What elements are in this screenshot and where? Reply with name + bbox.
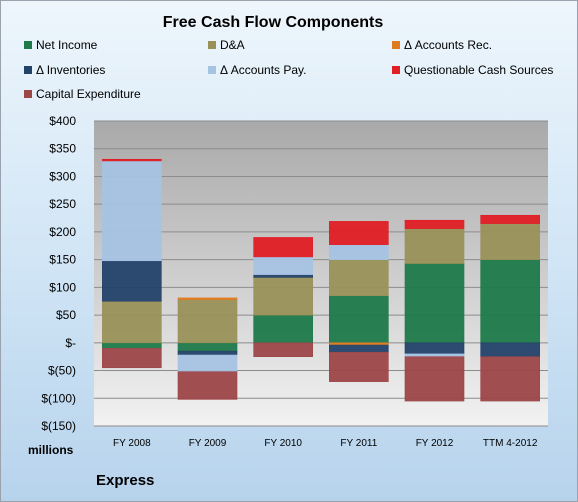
x-tick-label: FY 2010 (264, 438, 302, 449)
legend-item-net-income: Net Income (24, 38, 97, 54)
legend-label: Questionable Cash Sources (404, 63, 554, 77)
legend-swatch (208, 40, 216, 49)
bar-segment (253, 342, 313, 357)
plot-background (94, 121, 548, 426)
bar-segment (102, 300, 162, 344)
legend-item-da: D&A (208, 38, 245, 54)
legend-item-accounts-pay: Δ Accounts Pay. (208, 63, 307, 79)
bar-segment (177, 297, 238, 300)
bar-segment (177, 342, 238, 352)
y-tick-label: $200 (49, 225, 76, 239)
bar-segment (102, 342, 162, 349)
bar-segment (329, 351, 389, 382)
y-tick-label: $- (65, 336, 76, 350)
x-tick-label: FY 2011 (340, 438, 377, 449)
bar-segment (253, 256, 313, 275)
legend-item-inventories: Δ Inventories (24, 63, 105, 79)
x-tick-label: FY 2009 (189, 438, 227, 449)
bar-segment (404, 228, 465, 264)
x-tick-label: TTM 4-2012 (483, 438, 538, 449)
y-tick-label: $(100) (41, 391, 76, 405)
bar-segment (480, 356, 540, 402)
y-tick-label: $250 (49, 197, 76, 211)
bar-segment (404, 219, 465, 229)
bar-segment (329, 259, 389, 296)
bar-segment (253, 274, 313, 278)
legend-item-capital-expenditure: Capital Expenditure (24, 87, 141, 103)
legend-swatch (392, 65, 400, 74)
y-tick-label: $400 (49, 114, 76, 128)
y-tick-label: $150 (49, 253, 76, 267)
bar-segment (102, 158, 162, 162)
legend-label: Δ Accounts Rec. (404, 38, 493, 52)
bar-segment (102, 160, 162, 262)
y-tick-label: $300 (49, 169, 76, 183)
y-tick-label: $(50) (48, 364, 76, 378)
y-tick-label: $(150) (41, 419, 76, 433)
legend-swatch (24, 89, 32, 98)
bar-segment (329, 221, 389, 245)
bar-segment (177, 371, 238, 400)
bar-segment (102, 348, 162, 369)
legend-swatch (24, 65, 32, 74)
bar-segment (329, 244, 389, 260)
x-tick-label: FY 2012 (416, 438, 454, 449)
y-tick-label: $50 (56, 308, 76, 322)
legend-item-accounts-rec: Δ Accounts Rec. (392, 38, 492, 54)
bar-segment (404, 342, 465, 355)
bar-segment (177, 299, 238, 344)
bar-segment (480, 259, 540, 344)
bar-segment (329, 295, 389, 344)
bar-segment (329, 344, 389, 353)
legend-label: Δ Accounts Pay. (220, 63, 307, 77)
bar-segment (177, 354, 238, 372)
company-label: Express (96, 472, 155, 489)
legend-swatch (24, 40, 32, 49)
legend-swatch (392, 40, 400, 49)
bar-segment (329, 342, 389, 346)
bar-segment (480, 214, 540, 224)
legend-label: Net Income (36, 38, 98, 52)
legend-item-questionable-cash-sources: Questionable Cash Sources (392, 63, 553, 79)
legend-swatch (208, 65, 216, 74)
bar-segment (102, 260, 162, 302)
legend-label: D&A (220, 38, 245, 52)
y-tick-label: $100 (49, 280, 76, 294)
y-tick-label: $350 (49, 142, 76, 156)
bar-segment (480, 223, 540, 260)
bar-segment (177, 350, 238, 356)
chart-title: Free Cash Flow Components (162, 14, 384, 31)
legend-label: Capital Expenditure (36, 87, 141, 101)
x-tick-label: FY 2008 (113, 438, 151, 449)
bar-segment (404, 263, 465, 344)
bar-segment (253, 277, 313, 316)
bar-segment (253, 314, 313, 344)
bar-segment (404, 356, 465, 402)
bar-segment (404, 353, 465, 357)
legend-label: Δ Inventories (36, 63, 106, 77)
units-label: millions (28, 443, 74, 457)
bar-segment (253, 237, 313, 258)
bar-segment (480, 342, 540, 357)
